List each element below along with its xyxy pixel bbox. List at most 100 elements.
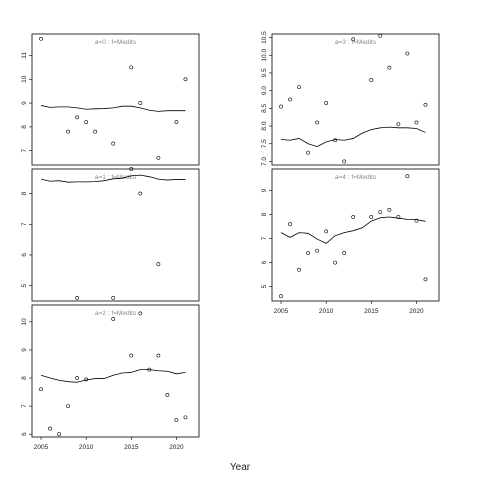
x-tick-label: 2005 <box>274 308 289 315</box>
panel-strip-label: a=1 : f=Medits <box>95 174 137 181</box>
x-tick-label: 2020 <box>169 444 184 451</box>
data-point <box>138 191 143 196</box>
y-tick-label: 10 <box>21 318 28 326</box>
y-tick-label: 5 <box>261 284 268 288</box>
data-point <box>138 101 143 105</box>
data-point <box>405 174 410 179</box>
data-point <box>156 353 161 358</box>
x-axis-label: Year <box>230 462 251 473</box>
panel-strip-label: a=0 : f=Medits <box>95 39 137 46</box>
data-point <box>351 215 356 219</box>
data-point <box>183 77 188 82</box>
data-point <box>387 65 392 70</box>
fit-line <box>40 105 186 112</box>
y-tick-label: 7 <box>261 236 268 240</box>
panel-frame <box>271 33 440 166</box>
panel-strip-label: a=4 : f=Medits <box>335 174 377 181</box>
x-tick-label: 2020 <box>409 308 424 315</box>
y-tick-label: 8 <box>261 212 268 216</box>
data-point <box>297 267 301 272</box>
y-tick-label: 10 <box>21 75 28 83</box>
data-point <box>315 248 320 253</box>
y-tick-label: 8 <box>21 376 28 380</box>
panel-frame <box>31 168 200 302</box>
data-point <box>324 101 329 105</box>
data-point <box>57 432 61 437</box>
data-point <box>111 141 116 146</box>
data-point <box>174 418 179 423</box>
data-point <box>129 65 134 70</box>
data-point <box>378 33 383 38</box>
panel-strip-label: a=2 : f=Medits <box>95 310 137 317</box>
data-point <box>39 387 43 392</box>
data-point <box>396 122 401 127</box>
y-tick-label: 6 <box>261 260 268 264</box>
data-point <box>396 215 401 219</box>
data-point <box>387 207 392 212</box>
y-tick-label: 9 <box>261 188 268 192</box>
data-point <box>279 104 283 109</box>
y-tick-label: 7 <box>21 404 28 408</box>
data-point <box>75 115 80 120</box>
y-tick-label: 7 <box>21 149 28 153</box>
data-point <box>138 311 143 316</box>
y-tick-label: 7 <box>21 222 28 226</box>
y-tick-label: 8 <box>21 125 28 129</box>
data-point <box>423 277 428 282</box>
fit-line <box>280 216 426 244</box>
y-tick-label: 8.0 <box>261 121 268 130</box>
data-point <box>84 120 89 125</box>
panel-1: a=1 : f=Medits 5 6 7 8 <box>21 167 200 302</box>
fit-line <box>40 174 186 183</box>
data-point <box>333 260 338 265</box>
data-point <box>405 51 410 56</box>
data-point <box>324 229 329 234</box>
panel-frame <box>271 168 440 302</box>
x-tick-label: 2015 <box>124 444 139 451</box>
data-point <box>423 102 428 107</box>
data-point <box>111 296 116 300</box>
data-point <box>66 404 71 409</box>
data-point <box>297 85 301 90</box>
y-tick-label: 9.5 <box>261 68 268 77</box>
data-point <box>333 138 338 143</box>
fit-line <box>280 126 426 148</box>
data-point <box>156 155 161 160</box>
data-point <box>129 167 134 171</box>
y-tick-label: 8 <box>21 191 28 195</box>
panel-frame <box>31 33 200 166</box>
data-point <box>93 129 98 134</box>
y-tick-label: 7.5 <box>261 139 268 148</box>
data-point <box>147 367 152 372</box>
data-point <box>75 376 80 380</box>
data-point <box>84 377 89 382</box>
panel-3: a=3 : f=Medits 7.0 7.5 8.0 8.5 9.0 9.5 10.0 10.5 <box>261 31 440 166</box>
x-tick-label: 2015 <box>364 308 379 315</box>
data-point <box>369 215 374 219</box>
x-tick-label: 2005 <box>34 444 49 451</box>
data-point <box>174 120 179 125</box>
data-point <box>306 150 311 155</box>
y-tick-label: 6 <box>21 253 28 257</box>
data-point <box>288 97 292 102</box>
data-point <box>75 296 80 300</box>
y-tick-label: 9.0 <box>261 86 268 95</box>
data-point <box>111 317 116 321</box>
data-point <box>48 426 52 431</box>
data-point <box>279 294 283 299</box>
x-tick-label: 2010 <box>79 444 94 451</box>
panel-0: a=0 : f=Medits 7 8 9 10 11 <box>21 33 200 166</box>
data-point <box>129 353 134 358</box>
data-point <box>39 36 43 41</box>
data-point <box>315 120 320 125</box>
fit-line <box>40 369 186 383</box>
panel-2: a=2 : f=Medits 6 7 8 9 10 2005 2010 2015 2020 <box>21 304 200 451</box>
data-point <box>378 210 383 215</box>
data-point <box>351 37 356 42</box>
y-tick-label: 11 <box>21 52 28 59</box>
data-point <box>183 415 188 420</box>
y-tick-label: 9 <box>21 348 28 352</box>
data-point <box>165 392 170 397</box>
data-point <box>66 129 71 134</box>
